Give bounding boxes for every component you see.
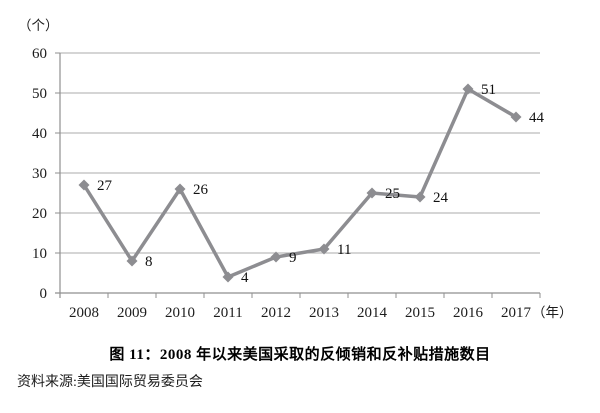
chart-source: 资料来源:美国国际贸易委员会 — [17, 375, 203, 390]
x-tick-label: 2016 — [453, 305, 484, 321]
y-tick-label: 30 — [32, 166, 47, 182]
data-line — [82, 87, 518, 279]
data-point-label: 44 — [529, 110, 545, 126]
y-tick-label: 20 — [32, 206, 47, 222]
data-point-label: 11 — [337, 242, 351, 258]
x-tick-label: 2011 — [213, 305, 242, 321]
data-point-label: 26 — [193, 182, 209, 198]
data-point-marker — [270, 251, 282, 263]
data-point-label: 24 — [433, 190, 449, 206]
y-tick-label: 50 — [32, 86, 47, 102]
x-tick-label: 2010 — [165, 305, 195, 321]
data-point-marker — [462, 83, 474, 95]
y-tick-label: 10 — [32, 246, 47, 262]
data-point-marker — [318, 243, 330, 255]
data-point-marker — [78, 179, 90, 191]
y-tick-label: 40 — [32, 126, 47, 142]
x-tick-label: 2013 — [309, 305, 339, 321]
x-tick-label: 2015 — [405, 305, 435, 321]
y-axis-unit-label: （个） — [18, 18, 59, 33]
x-tick-label: 2009 — [117, 305, 147, 321]
x-tick-label: 2008 — [69, 305, 99, 321]
y-tick-label: 0 — [40, 286, 48, 302]
data-point-label: 4 — [241, 270, 249, 286]
line-chart: 0 10 20 30 40 50 60 2008 2009 2010 2011 2012 2013 201… — [18, 18, 573, 321]
x-tick-label: 2017 — [501, 305, 532, 321]
data-point-marker — [174, 183, 186, 195]
data-point-marker — [222, 271, 234, 283]
x-axis-unit-label: （年） — [532, 305, 573, 320]
y-tick-label: 60 — [32, 46, 47, 62]
data-point-label: 8 — [145, 254, 153, 270]
data-point-label: 51 — [481, 82, 496, 98]
data-point-label: 25 — [385, 186, 400, 202]
data-point-label: 9 — [289, 250, 297, 266]
x-tick-label: 2012 — [261, 305, 291, 321]
chart-caption: 图 11：2008 年以来美国采取的反倾销和反补贴措施数目 — [109, 347, 491, 363]
data-point-marker — [126, 255, 138, 267]
x-tick-label: 2014 — [357, 305, 388, 321]
data-point-marker — [366, 187, 378, 199]
data-point-label: 27 — [97, 178, 113, 194]
data-point-marker — [414, 191, 426, 203]
data-point-marker — [510, 111, 522, 123]
